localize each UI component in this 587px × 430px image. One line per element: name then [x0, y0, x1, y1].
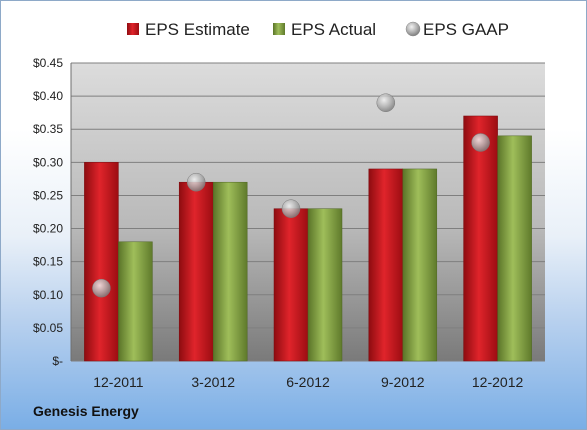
company-name: Genesis Energy: [33, 403, 139, 419]
gaap-marker: [281, 199, 301, 218]
estimate-bar: [178, 181, 214, 362]
y-tick-label: $0.40: [33, 89, 63, 103]
y-tick-label: $0.10: [33, 288, 63, 302]
legend-label-estimate: EPS Estimate: [145, 20, 250, 39]
y-tick-label: $0.45: [33, 56, 63, 70]
axes: $- $0.05 $0.10 $0.15 $0.20 $0.25 $0.30 $0.35 $0.…: [33, 56, 524, 390]
y-tick-label: $0.20: [33, 222, 63, 236]
y-tick-label: $0.05: [33, 321, 63, 335]
x-tick-label: 12-2011: [93, 374, 144, 390]
actual-bar: [307, 208, 343, 362]
y-tick-label: $0.30: [33, 155, 63, 169]
y-tick-label: $0.35: [33, 122, 63, 136]
actual-bar: [118, 241, 153, 362]
legend-label-gaap: EPS GAAP: [423, 20, 509, 39]
x-tick-label: 12-2012: [472, 374, 524, 390]
x-tick-label: 9-2012: [381, 374, 425, 390]
legend: EPS Estimate EPS Actual EPS GAAP: [127, 20, 509, 39]
legend-swatch-estimate: [127, 23, 139, 35]
actual-bar: [497, 135, 532, 362]
actual-bar: [402, 168, 438, 362]
bars: [84, 115, 532, 362]
legend-swatch-actual: [273, 23, 285, 35]
x-tick-label: 6-2012: [286, 374, 330, 390]
y-tick-label: $-: [52, 354, 63, 368]
gaap-marker: [376, 93, 396, 112]
y-tick-label: $0.15: [33, 255, 63, 269]
estimate-bar: [84, 162, 119, 362]
gaap-marker: [471, 133, 490, 152]
x-tick-label: 3-2012: [191, 374, 235, 390]
actual-bar: [212, 181, 248, 362]
y-tick-label: $0.25: [33, 188, 63, 202]
gaap-marker: [92, 278, 111, 298]
estimate-bar: [273, 208, 309, 362]
estimate-bar: [368, 168, 404, 362]
gaap-marker: [186, 172, 206, 192]
gaap-markers: [92, 93, 490, 298]
legend-label-actual: EPS Actual: [291, 20, 376, 39]
legend-swatch-gaap: [405, 21, 421, 37]
estimate-bar: [463, 115, 498, 362]
